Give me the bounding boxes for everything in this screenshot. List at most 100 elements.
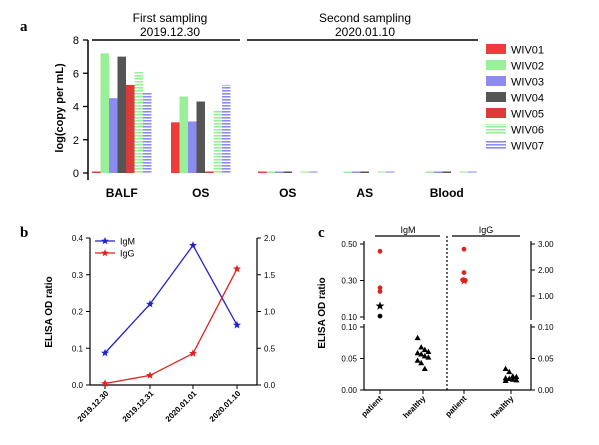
legend-swatch bbox=[486, 76, 506, 86]
point-healthy-triangle bbox=[421, 365, 428, 371]
right-tick-label: 3.00 bbox=[538, 240, 554, 249]
left-tick-label: 0.10 bbox=[341, 313, 357, 322]
sampling-2-title: Second sampling bbox=[319, 11, 411, 25]
x-tick-label: 2020.01.10 bbox=[208, 389, 243, 424]
legend-label: WIV04 bbox=[511, 93, 544, 105]
point-patient-circle bbox=[461, 246, 467, 252]
legend-label: WIV03 bbox=[511, 77, 544, 89]
bar-wiv02-blood bbox=[425, 171, 434, 173]
bar-wiv03-os bbox=[275, 171, 284, 173]
bar-wiv06-balf bbox=[134, 71, 143, 173]
bar-wiv02-balf bbox=[100, 53, 109, 173]
bar-wiv07-os bbox=[222, 84, 231, 173]
legend-marker bbox=[101, 249, 109, 257]
panel-a-bar-chart: First sampling 2019.12.30 Second samplin… bbox=[54, 11, 544, 200]
y-tick-label: 0 bbox=[73, 168, 79, 180]
right-tick-label: 0.5 bbox=[264, 344, 276, 353]
y-tick-label: 4 bbox=[73, 102, 79, 114]
point-healthy-triangle bbox=[513, 376, 520, 383]
legend-label: WIV07 bbox=[511, 141, 544, 153]
legend-swatch bbox=[486, 124, 506, 134]
group-label: healthy bbox=[401, 394, 428, 421]
point-healthy-triangle bbox=[506, 368, 513, 375]
right-tick-label: 1.00 bbox=[538, 292, 554, 301]
bar-wiv01-balf bbox=[92, 171, 101, 173]
bar-wiv02-os bbox=[266, 171, 275, 173]
point-healthy-triangle bbox=[421, 352, 428, 359]
bar-wiv05-balf bbox=[126, 84, 135, 173]
bar-wiv05-os bbox=[205, 171, 214, 173]
bar-wiv06-os bbox=[300, 171, 309, 173]
panel-b-line-chart: ELISA OD ratio 0.0 0.1 0.2 0.3 0.4 0.0 0.5 1.0 1… bbox=[44, 234, 276, 424]
panel-c-axes: IgM IgG0.500.300.100.100.050.003.002.001.… bbox=[341, 225, 554, 420]
panel-label-b: b bbox=[20, 225, 28, 241]
bar-wiv06-as bbox=[377, 171, 386, 173]
point-patient-circle bbox=[377, 289, 383, 294]
left-tick-label: 0.3 bbox=[72, 271, 84, 280]
bar-wiv01-os bbox=[258, 171, 267, 173]
bar-wiv04-as bbox=[360, 171, 369, 173]
point-healthy-triangle bbox=[425, 348, 432, 354]
legend-swatch bbox=[486, 108, 506, 118]
x-tick-label: 2019.12.31 bbox=[121, 389, 156, 424]
point-healthy-triangle bbox=[418, 359, 425, 366]
x-category-label: Blood bbox=[430, 186, 464, 200]
panel-a-x-labels: BALF OS OS AS Blood bbox=[106, 186, 464, 200]
point-igm bbox=[189, 241, 197, 249]
left-tick-label: 0.30 bbox=[341, 277, 357, 286]
bar-wiv04-os bbox=[283, 171, 292, 173]
right-tick-label: 1.0 bbox=[264, 308, 276, 317]
left-tick-label: 0.50 bbox=[341, 240, 357, 249]
bar-wiv04-balf bbox=[117, 56, 126, 173]
point-patient-star bbox=[375, 301, 385, 310]
point-healthy-triangle bbox=[414, 357, 421, 363]
left-tick-label: 0.0 bbox=[72, 381, 84, 390]
bar-wiv03-os bbox=[188, 121, 197, 173]
left-tick-label: 0.2 bbox=[72, 308, 84, 317]
point-igm bbox=[233, 320, 241, 329]
x-tick-label: 2019.12.30 bbox=[76, 389, 111, 424]
point-healthy-triangle bbox=[502, 377, 509, 383]
line-igm bbox=[104, 244, 238, 354]
bar-wiv06-blood bbox=[459, 171, 468, 173]
panel-b-legend: IgM IgG bbox=[95, 237, 135, 259]
legend-label: IgG bbox=[120, 249, 135, 259]
bar-wiv07-blood bbox=[468, 171, 477, 173]
group-label: patient bbox=[359, 394, 384, 419]
right-tick-label: 0.05 bbox=[538, 355, 554, 364]
point-healthy-triangle bbox=[418, 351, 425, 357]
legend-swatch bbox=[486, 44, 506, 54]
bar-wiv02-as bbox=[343, 171, 352, 173]
point-patient-circle bbox=[377, 313, 383, 319]
legend-marker bbox=[101, 237, 109, 245]
sampling-1-date: 2019.12.30 bbox=[140, 25, 200, 39]
panel-c-scatter: ELISA OD ratio IgM IgG0.500.300.100.100.0… bbox=[317, 225, 554, 420]
panel-label-a: a bbox=[20, 19, 28, 35]
legend-label: IgM bbox=[120, 237, 135, 247]
x-tick-label: 2020.01.01 bbox=[164, 389, 199, 424]
bar-wiv03-as bbox=[352, 171, 361, 173]
panel-a-legend: WIV01 WIV02 WIV03 WIV04 WIV05 WIV06 WIV07 bbox=[486, 44, 544, 153]
x-category-label: OS bbox=[192, 186, 209, 200]
right-tick-label: 0.00 bbox=[538, 386, 554, 395]
left-tick-label: 0.4 bbox=[72, 234, 84, 243]
point-igg bbox=[101, 379, 109, 387]
legend-swatch bbox=[486, 60, 506, 70]
point-patient-circle bbox=[461, 270, 467, 275]
left-tick-label: 0.1 bbox=[72, 344, 84, 353]
point-healthy-triangle bbox=[418, 344, 425, 350]
bar-wiv03-balf bbox=[109, 98, 118, 173]
point-healthy-triangle bbox=[502, 365, 509, 371]
bar-wiv04-os bbox=[196, 101, 205, 173]
panel-label-c: c bbox=[318, 225, 325, 241]
left-tick-label: 0.10 bbox=[341, 323, 357, 332]
point-igg bbox=[189, 349, 197, 357]
sampling-1-title: First sampling bbox=[133, 11, 208, 25]
bar-wiv02-os bbox=[179, 96, 188, 173]
legend-label: WIV01 bbox=[511, 45, 544, 57]
legend-swatch bbox=[486, 92, 506, 102]
right-tick-label: 0.0 bbox=[264, 381, 276, 390]
right-tick-label: 2.0 bbox=[264, 234, 276, 243]
point-healthy-triangle bbox=[414, 334, 421, 341]
panel-a-bars bbox=[92, 53, 477, 173]
